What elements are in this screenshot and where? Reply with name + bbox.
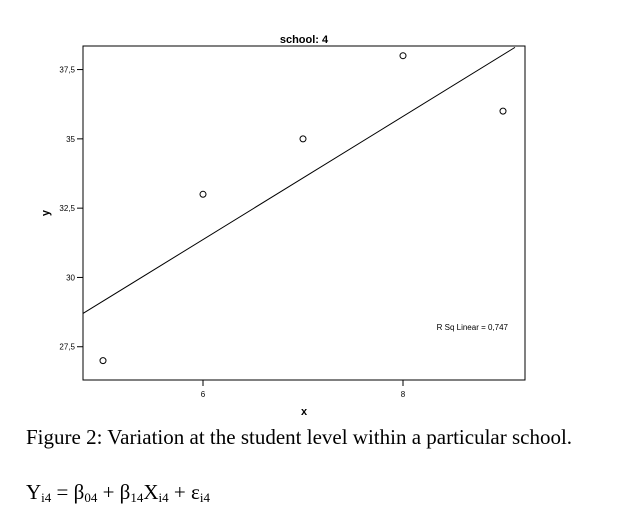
model-equation: Yi4 = β04 + β14Xi4 + εi4 <box>26 480 210 506</box>
eq-epsilon-sub: i4 <box>199 490 210 505</box>
eq-y-sub: i4 <box>41 490 52 505</box>
x-tick-label: 6 <box>201 390 206 399</box>
y-tick-label: 27,5 <box>59 343 75 352</box>
y-tick-label: 30 <box>66 273 75 282</box>
y-axis-ticks: 27,5 30 32,5 35 37,5 <box>59 66 83 352</box>
x-axis-title: x <box>301 406 308 418</box>
data-point <box>499 107 507 115</box>
eq-beta-0: β <box>73 480 85 504</box>
figure-caption: Figure 2: Variation at the student level… <box>26 425 573 449</box>
y-tick-label: 35 <box>66 135 75 144</box>
eq-beta-1: β <box>119 480 131 504</box>
y-axis-title: y <box>40 209 52 216</box>
eq-equals: = <box>51 480 74 504</box>
plot-frame <box>82 45 526 381</box>
eq-plus-1: + <box>97 480 120 504</box>
data-point <box>199 190 207 198</box>
data-points <box>99 52 507 365</box>
eq-beta-1-sub: 14 <box>130 490 144 505</box>
x-tick-label: 8 <box>401 390 406 399</box>
eq-y: Y <box>26 480 42 504</box>
chart-title: school: 4 <box>280 34 329 46</box>
r-squared-annotation: R Sq Linear = 0,747 <box>437 323 509 332</box>
eq-plus-2: + <box>168 480 191 504</box>
fit-line <box>82 46 516 314</box>
data-point <box>99 357 107 365</box>
eq-x-sub: i4 <box>158 490 169 505</box>
y-tick-label: 37,5 <box>59 66 75 75</box>
eq-epsilon: ε <box>191 480 200 504</box>
eq-x: X <box>143 480 159 504</box>
eq-beta-0-sub: 04 <box>84 490 98 505</box>
data-point <box>299 135 307 143</box>
data-point <box>399 52 407 60</box>
y-tick-label: 32,5 <box>59 204 75 213</box>
